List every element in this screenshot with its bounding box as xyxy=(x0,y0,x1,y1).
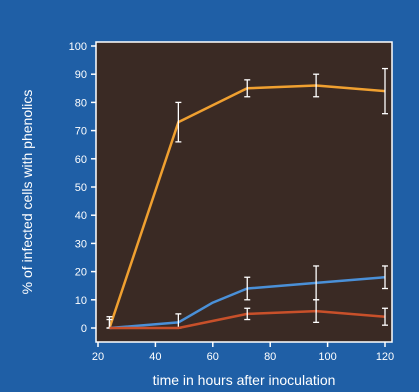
y-tick-label: 0 xyxy=(81,323,87,335)
y-tick-label: 90 xyxy=(75,69,87,81)
series-3 xyxy=(109,299,388,330)
plot-area xyxy=(96,42,392,342)
series-1 xyxy=(106,67,388,329)
error-bar xyxy=(382,307,388,326)
y-tick-label: 40 xyxy=(75,210,87,222)
y-axis-label: % of infected cells with phenolics xyxy=(19,90,35,295)
y-tick-label: 100 xyxy=(69,41,87,53)
x-tick-label: 40 xyxy=(149,351,161,363)
x-tick-label: 120 xyxy=(376,351,394,363)
axes xyxy=(95,41,393,343)
error-bar xyxy=(175,101,182,143)
series-2 xyxy=(106,265,388,330)
error-bar xyxy=(313,299,320,324)
series-line xyxy=(109,275,386,330)
x-tick-label: 100 xyxy=(318,351,336,363)
error-bar xyxy=(382,67,388,115)
x-tick-label: 80 xyxy=(264,351,276,363)
error-bar xyxy=(382,265,388,290)
x-tick-label: 20 xyxy=(92,351,104,363)
error-bar xyxy=(244,276,251,301)
series-layer xyxy=(106,67,388,330)
ticks: 0 10 20 30 40 50 60 70 80 90 100 20 40 60 80 100 120 xyxy=(69,41,395,363)
axes-frame xyxy=(95,41,393,343)
error-bar xyxy=(244,79,251,98)
y-tick-label: 20 xyxy=(75,267,87,279)
y-tick-label: 50 xyxy=(75,182,87,194)
y-tick-label: 80 xyxy=(75,97,87,109)
y-tick-label: 70 xyxy=(75,126,87,138)
y-tick-label: 10 xyxy=(75,295,87,307)
y-tick-label: 60 xyxy=(75,154,87,166)
x-tick-label: 60 xyxy=(207,351,219,363)
x-axis-label: time in hours after inoculation xyxy=(153,372,336,388)
error-bar xyxy=(244,307,251,321)
error-bar xyxy=(313,73,320,98)
y-tick-label: 30 xyxy=(75,238,87,250)
